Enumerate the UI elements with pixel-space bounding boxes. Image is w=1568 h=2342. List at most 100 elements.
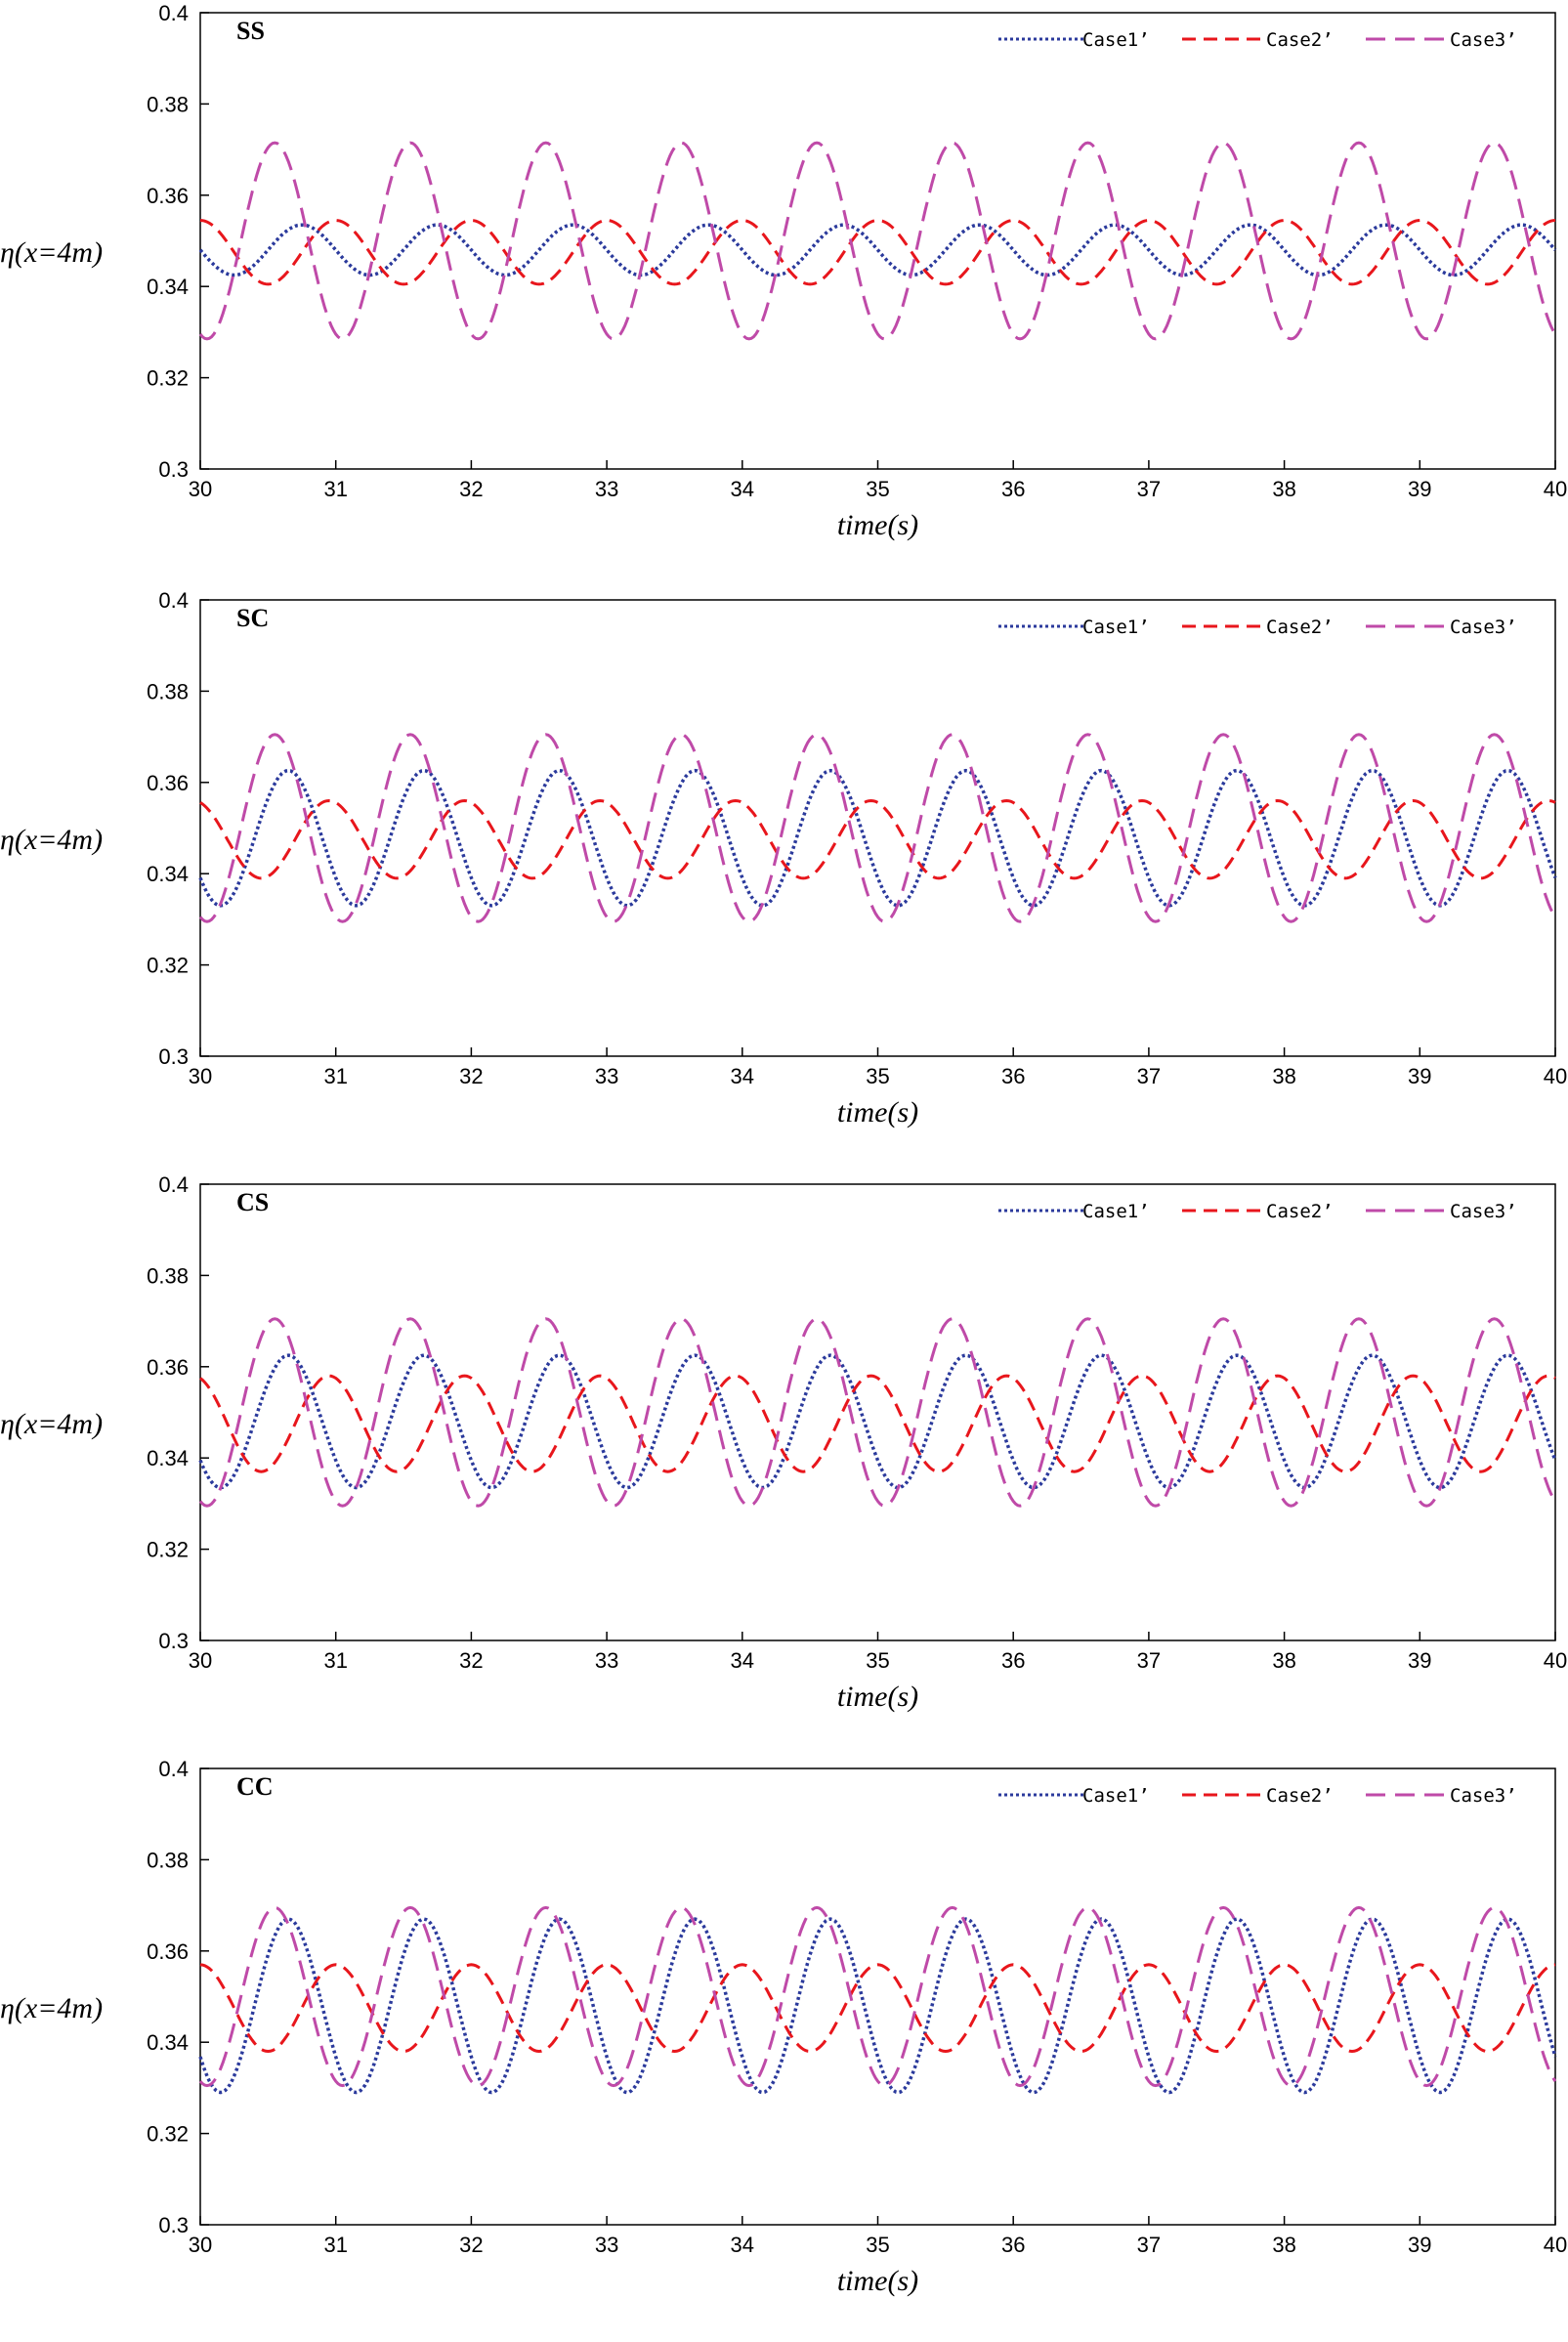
series-line-case1	[198, 768, 1557, 908]
y-tick-label: 0.36	[147, 1355, 189, 1380]
y-tick-label: 0.32	[147, 1538, 189, 1562]
x-tick-label: 35	[866, 1648, 889, 1673]
series-line-case2	[199, 798, 1556, 880]
x-tick-label: 36	[1001, 1648, 1025, 1673]
x-tick-label: 31	[323, 1064, 347, 1088]
series-line-case3	[198, 1905, 1557, 2088]
x-tick-label: 34	[731, 2233, 754, 2257]
x-tick-label: 40	[1544, 477, 1567, 501]
x-tick-label: 39	[1408, 1648, 1431, 1673]
series-line-case3	[198, 733, 1557, 923]
y-tick-label: 0.38	[147, 1263, 189, 1288]
series-line-case2	[199, 1963, 1556, 2054]
y-tick-label: 0.34	[147, 2030, 189, 2055]
chart-panel-cc: 30 31 32 33 34 35 36 37 38 39 40 0.3 0.32 0.34 0.36 0.3…	[0, 1757, 1567, 2297]
x-tick-label: 37	[1137, 1064, 1161, 1088]
x-tick-label: 31	[323, 1648, 347, 1673]
y-tick-label: 0.36	[147, 184, 189, 208]
y-tick-label: 0.3	[158, 1044, 189, 1069]
y-tick-label: 0.38	[147, 92, 189, 116]
y-tick-label: 0.4	[158, 1, 189, 25]
y-tick-label: 0.38	[147, 1848, 189, 1872]
x-tick-label: 31	[323, 2233, 347, 2257]
series-line-case1	[198, 1353, 1557, 1490]
plot-frame	[199, 1183, 1556, 1641]
x-tick-label: 40	[1544, 1648, 1567, 1673]
x-tick-label: 30	[189, 1064, 212, 1088]
x-tick-label: 38	[1272, 1064, 1295, 1088]
series-line-case3	[198, 141, 1557, 341]
x-tick-label: 37	[1137, 2233, 1161, 2257]
x-tick-label: 36	[1001, 2233, 1025, 2257]
x-tick-label: 33	[595, 1064, 618, 1088]
y-tick-label: 0.36	[147, 771, 189, 795]
y-tick-label: 0.38	[147, 679, 189, 703]
legend-label-case3: Case3’	[1450, 1785, 1517, 1807]
y-axis-label: η(x=4m)	[0, 1992, 103, 2024]
series-line-case1	[198, 223, 1557, 277]
x-tick-label: 30	[189, 1648, 212, 1673]
y-axis-label: η(x=4m)	[0, 824, 103, 856]
y-tick-label: 0.32	[147, 2122, 189, 2147]
legend-label-case1: Case1’	[1082, 1785, 1150, 1807]
x-tick-label: 35	[866, 2233, 889, 2257]
x-tick-label: 30	[189, 2233, 212, 2257]
x-tick-label: 32	[459, 2233, 483, 2257]
x-tick-label: 32	[459, 477, 483, 501]
panel-title: SC	[236, 604, 269, 632]
y-tick-label: 0.36	[147, 1939, 189, 1964]
y-tick-label: 0.34	[147, 862, 189, 886]
y-tick-label: 0.3	[158, 1629, 189, 1653]
x-tick-label: 37	[1137, 477, 1161, 501]
y-tick-label: 0.3	[158, 2213, 189, 2237]
x-tick-label: 34	[731, 477, 754, 501]
legend-label-case1: Case1’	[1082, 617, 1150, 638]
x-tick-label: 33	[595, 477, 618, 501]
plot-frame	[199, 12, 1556, 470]
series-line-case2	[199, 1374, 1556, 1473]
series-line-case3	[198, 1317, 1557, 1508]
y-tick-label: 0.34	[147, 275, 189, 299]
legend-label-case2: Case2’	[1266, 29, 1334, 51]
legend-label-case3: Case3’	[1450, 29, 1517, 51]
legend-label-case3: Case3’	[1450, 1201, 1517, 1222]
y-tick-label: 0.34	[147, 1446, 189, 1470]
y-tick-label: 0.32	[147, 366, 189, 391]
x-tick-label: 33	[595, 2233, 618, 2257]
legend-label-case1: Case1’	[1082, 1201, 1150, 1222]
x-tick-label: 35	[866, 477, 889, 501]
x-tick-label: 34	[731, 1064, 754, 1088]
y-axis-label: η(x=4m)	[0, 236, 103, 269]
series-line-case1	[198, 1917, 1557, 2095]
x-tick-label: 40	[1544, 2233, 1567, 2257]
x-tick-label: 36	[1001, 477, 1025, 501]
x-tick-label: 35	[866, 1064, 889, 1088]
legend-label-case2: Case2’	[1266, 1201, 1334, 1222]
x-axis-label: time(s)	[837, 2265, 918, 2297]
y-axis-label: η(x=4m)	[0, 1408, 103, 1440]
chart-panel-sc: 30 31 32 33 34 35 36 37 38 39 40 0.3 0.32 0.34 0.36 0.3…	[0, 588, 1567, 1128]
x-tick-label: 40	[1544, 1064, 1567, 1088]
y-tick-label: 0.3	[158, 457, 189, 482]
x-tick-label: 39	[1408, 1064, 1431, 1088]
chart-panel-ss: 30 31 32 33 34 35 36 37 38 39 40 0.3 0.32 0.34 0.36 0.3…	[0, 1, 1567, 541]
x-tick-label: 33	[595, 1648, 618, 1673]
y-tick-label: 0.4	[158, 1757, 189, 1781]
plot-frame	[199, 1767, 1556, 2226]
x-tick-label: 37	[1137, 1648, 1161, 1673]
x-tick-label: 32	[459, 1064, 483, 1088]
x-axis-label: time(s)	[837, 1096, 918, 1128]
legend-label-case3: Case3’	[1450, 617, 1517, 638]
x-tick-label: 31	[323, 477, 347, 501]
panel-title: SS	[236, 17, 265, 45]
x-tick-label: 39	[1408, 477, 1431, 501]
panel-title: CS	[236, 1188, 269, 1216]
chart-panel-cs: 30 31 32 33 34 35 36 37 38 39 40 0.3 0.32 0.34 0.36 0.3…	[0, 1172, 1567, 1713]
x-axis-label: time(s)	[837, 509, 918, 541]
x-tick-label: 36	[1001, 1064, 1025, 1088]
legend-label-case1: Case1’	[1082, 29, 1150, 51]
x-tick-label: 38	[1272, 2233, 1295, 2257]
y-tick-label: 0.32	[147, 954, 189, 978]
x-tick-label: 32	[459, 1648, 483, 1673]
y-tick-label: 0.4	[158, 1172, 189, 1197]
